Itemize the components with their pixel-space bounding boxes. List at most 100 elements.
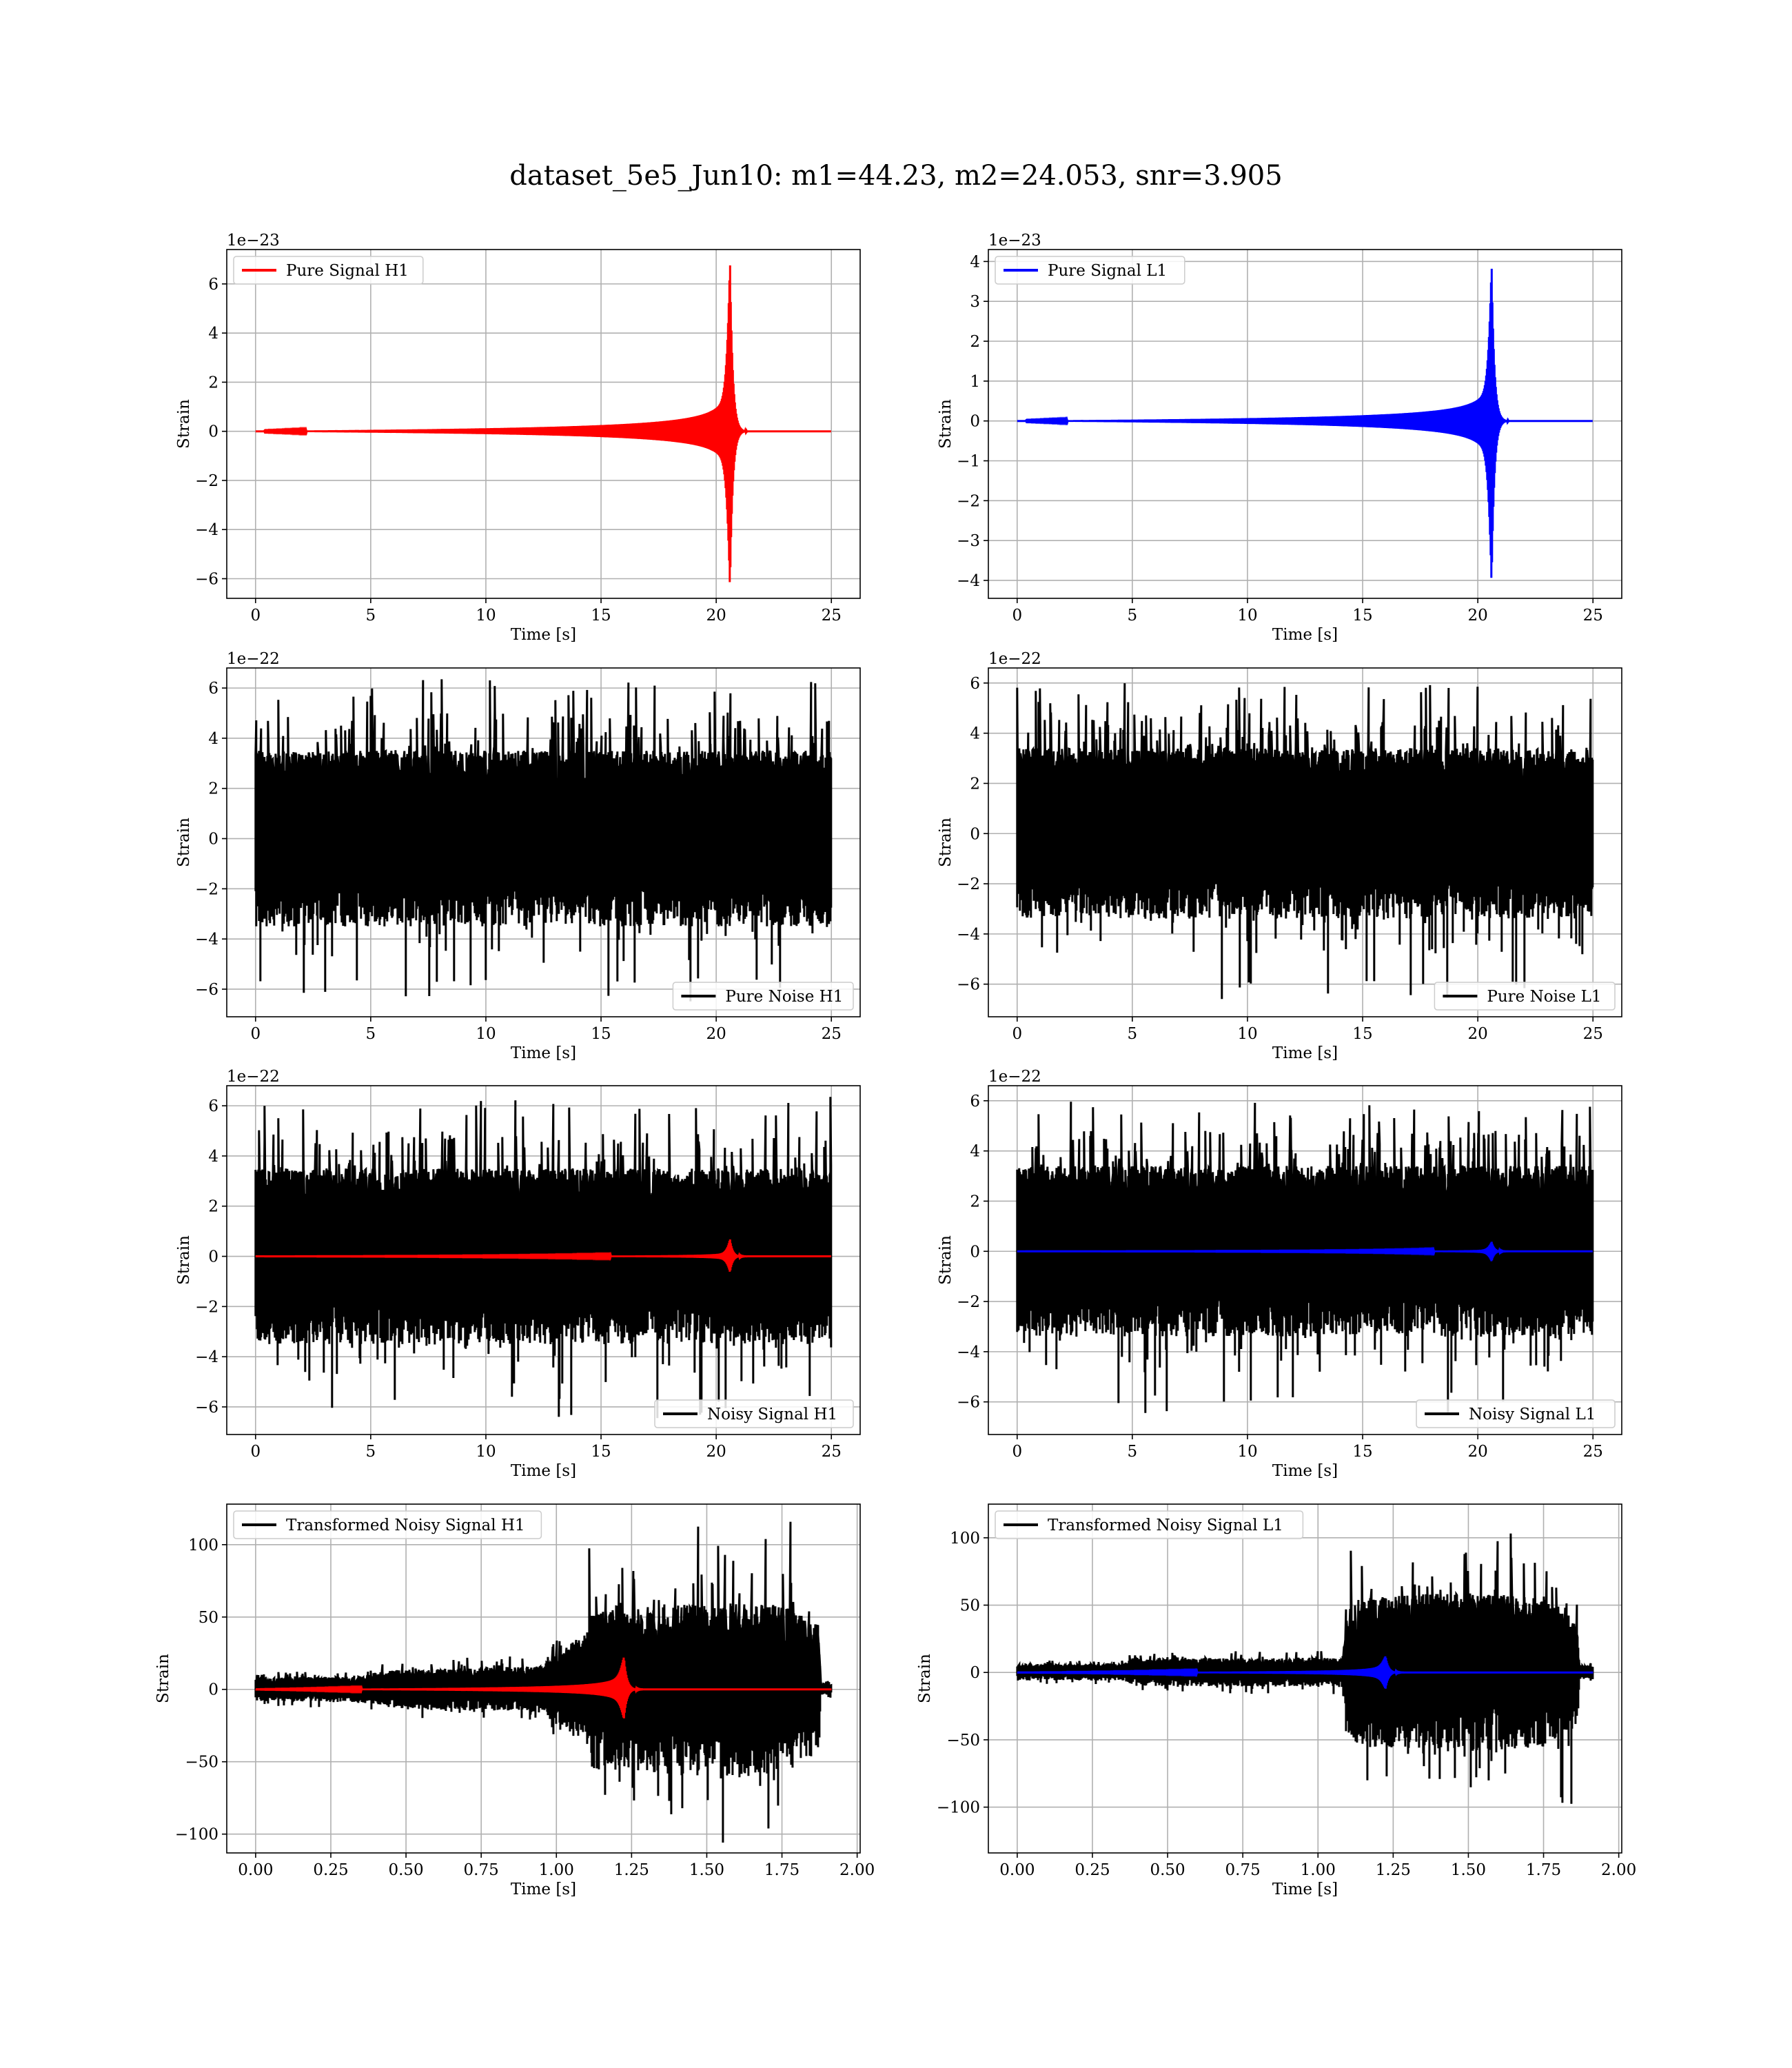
y-axis-label: Strain xyxy=(154,1654,172,1703)
y-tick-label: −6 xyxy=(957,976,980,994)
x-tick-label: 25 xyxy=(822,1443,842,1461)
x-tick-label: 5 xyxy=(1128,1443,1138,1461)
y-tick-label: −1 xyxy=(957,452,980,470)
x-tick-label: 0 xyxy=(1012,1025,1022,1043)
x-tick-label: 25 xyxy=(1583,1025,1603,1043)
plot-frame xyxy=(988,1085,1622,1435)
series-line-noisy-signal-h1 xyxy=(254,1097,833,1419)
x-tick-label: 1.25 xyxy=(1376,1861,1411,1879)
y-offset-label: 1e−23 xyxy=(988,232,1041,250)
series-line-noisy-signal-l1-overlay xyxy=(1017,1241,1593,1261)
chart-transformed-noisy-signal-l1: 0.00 0.25 0.50 0.75 1.00 1.25 1.50 1.75 2.00 −100… xyxy=(916,1503,1636,1898)
y-tick-label: −100 xyxy=(175,1826,218,1844)
series-line-transformed-noisy-signal-h1 xyxy=(254,1521,833,1843)
y-tick-label: −4 xyxy=(195,931,218,949)
legend-entry: Noisy Signal L1 xyxy=(1469,1406,1596,1423)
x-tick-label: 15 xyxy=(591,1025,611,1043)
plot-frame xyxy=(988,249,1622,599)
y-tick-label: 0 xyxy=(970,1243,980,1261)
plot-frame xyxy=(226,667,861,1017)
series-line-pure-noise-h1 xyxy=(254,679,833,1002)
x-tick-label: 0 xyxy=(1012,1443,1022,1461)
series-line-pure-signal-l1 xyxy=(1017,268,1593,578)
y-tick-label: 2 xyxy=(208,780,218,798)
y-tick-label: 0 xyxy=(970,413,980,431)
legend: Transformed Noisy Signal H1 xyxy=(233,1510,542,1539)
x-axis-label: Time [s] xyxy=(1272,1881,1338,1898)
y-tick-label: −50 xyxy=(946,1732,980,1750)
legend-entry: Noisy Signal H1 xyxy=(707,1406,837,1423)
x-tick-label: 0 xyxy=(250,1025,261,1043)
x-tick-label: 20 xyxy=(706,1025,726,1043)
x-tick-label: 1.75 xyxy=(764,1861,800,1879)
legend-entry: Pure Noise L1 xyxy=(1487,988,1601,1006)
y-tick-label: 1 xyxy=(970,373,980,391)
plot-frame xyxy=(988,667,1622,1017)
y-tick-label: 0 xyxy=(208,1681,218,1699)
legend-box xyxy=(233,256,424,285)
y-tick-label: 4 xyxy=(208,1148,218,1166)
x-tick-label: 15 xyxy=(1352,1443,1372,1461)
x-tick-label: 0 xyxy=(250,607,261,625)
x-tick-label: 15 xyxy=(591,607,611,625)
y-tick-label: −3 xyxy=(957,532,980,550)
x-tick-label: 0.50 xyxy=(1150,1861,1185,1879)
x-tick-label: 1.50 xyxy=(1451,1861,1486,1879)
x-tick-label: 10 xyxy=(1237,1443,1257,1461)
y-tick-label: 0 xyxy=(208,423,218,441)
x-tick-label: 5 xyxy=(366,607,376,625)
y-axis-label: Strain xyxy=(937,399,955,449)
chart-pure-noise-h1: 0 5 10 15 20 25 −6 −4 −2 0 2 4 6 Time [s] Strain 1e−22 P… xyxy=(175,650,861,1062)
x-tick-label: 10 xyxy=(1237,1025,1257,1043)
x-tick-label: 5 xyxy=(366,1025,376,1043)
legend-box xyxy=(1416,1399,1616,1428)
y-tick-label: −2 xyxy=(195,1298,218,1316)
y-tick-label: −6 xyxy=(195,981,218,999)
y-tick-label: −4 xyxy=(957,572,980,590)
series-line-transformed-noisy-signal-h1-overlay xyxy=(255,1657,832,1719)
x-tick-label: 1.00 xyxy=(539,1861,574,1879)
x-axis-label: Time [s] xyxy=(511,1044,576,1062)
y-tick-label: 100 xyxy=(950,1530,980,1548)
x-tick-label: 2.00 xyxy=(1601,1861,1636,1879)
series-line-transformed-noisy-signal-l1 xyxy=(1016,1533,1594,1804)
y-tick-label: 0 xyxy=(208,1248,218,1266)
y-tick-label: −100 xyxy=(937,1799,980,1817)
x-tick-label: 25 xyxy=(1583,1443,1603,1461)
y-tick-label: 6 xyxy=(208,1097,218,1115)
x-tick-label: 1.50 xyxy=(689,1861,724,1879)
x-tick-label: 1.00 xyxy=(1301,1861,1336,1879)
x-axis-label: Time [s] xyxy=(511,1462,576,1480)
y-axis-label: Strain xyxy=(175,1235,193,1285)
y-tick-label: 2 xyxy=(970,1193,980,1210)
x-tick-label: 0.00 xyxy=(999,1861,1035,1879)
legend-box xyxy=(1434,982,1616,1011)
legend-box xyxy=(672,982,854,1011)
x-tick-label: 1.25 xyxy=(614,1861,649,1879)
y-tick-label: 4 xyxy=(970,253,980,271)
legend: Noisy Signal H1 xyxy=(654,1399,854,1428)
y-axis-label: Strain xyxy=(175,818,193,867)
x-tick-label: 0 xyxy=(250,1443,261,1461)
x-tick-label: 0.50 xyxy=(388,1861,423,1879)
y-axis-label: Strain xyxy=(937,1235,955,1285)
x-tick-label: 0.25 xyxy=(1075,1861,1110,1879)
x-tick-label: 0.75 xyxy=(464,1861,499,1879)
plot-frame xyxy=(988,1503,1622,1854)
series-line-pure-signal-h1 xyxy=(255,265,831,582)
series-line-pure-noise-l1 xyxy=(1016,683,1594,1000)
x-tick-label: 10 xyxy=(476,1443,496,1461)
y-tick-label: 0 xyxy=(970,1664,980,1682)
y-axis-label: Strain xyxy=(937,818,955,867)
legend-entry: Transformed Noisy Signal L1 xyxy=(1048,1517,1283,1534)
legend-entry: Pure Noise H1 xyxy=(725,988,843,1006)
x-tick-label: 20 xyxy=(1467,607,1487,625)
y-tick-label: 4 xyxy=(208,325,218,343)
y-offset-label: 1e−22 xyxy=(988,650,1041,668)
y-tick-label: 2 xyxy=(970,333,980,351)
plot-frame xyxy=(226,1085,861,1435)
legend-box xyxy=(995,1510,1304,1539)
y-offset-label: 1e−22 xyxy=(227,650,280,668)
y-tick-label: 2 xyxy=(208,374,218,392)
